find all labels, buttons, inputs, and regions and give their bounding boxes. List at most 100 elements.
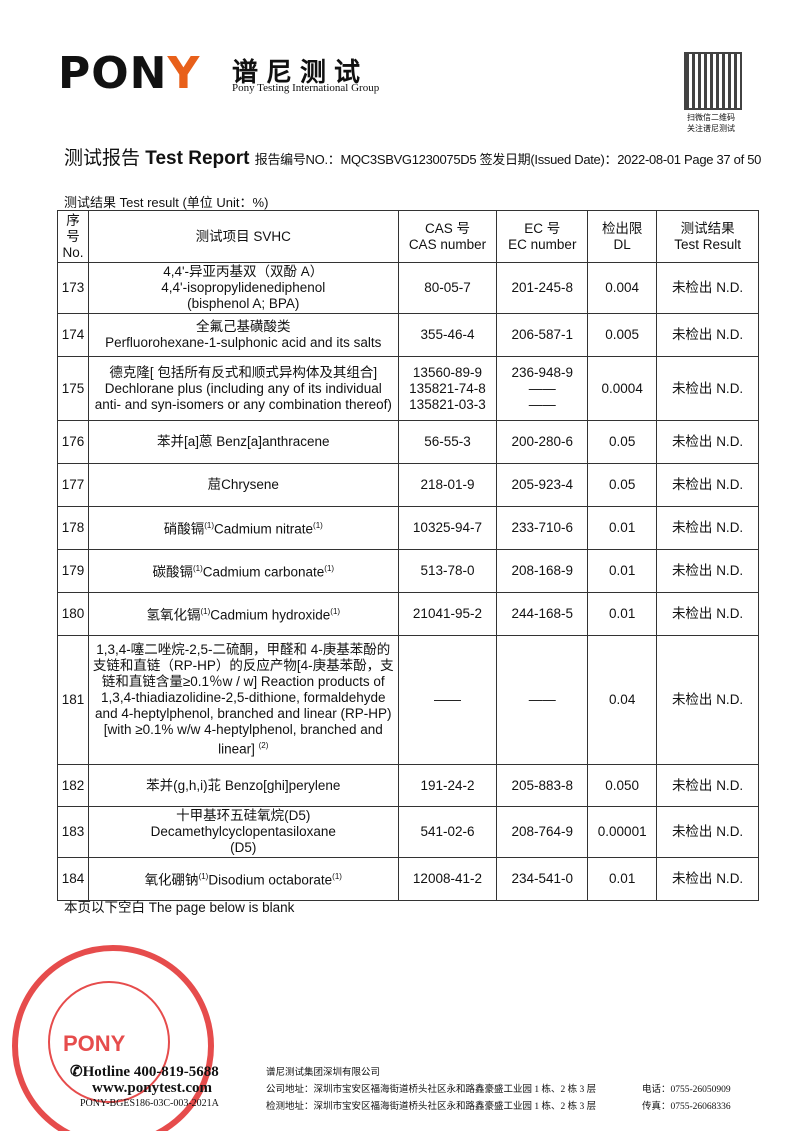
table-row: 178 硝酸镉(1)Cadmium nitrate(1) 10325-94-7 233… [57, 506, 759, 550]
title-cn: 测试报告 [64, 148, 141, 169]
row-no: 178 [57, 506, 89, 550]
table-row: 184 氧化硼钠(1)Disodium octaborate(1) 12008-41… [57, 857, 759, 901]
row-cas: 10325-94-7 [397, 506, 498, 550]
row-dl: 0.005 [587, 313, 658, 357]
table-row: 182 苯并(g,h,i)苝 Benzo[ghi]perylene 191-24-2… [57, 764, 759, 807]
table-header: 序号 No. 测试项目 SVHC CAS 号 CAS number EC 号 EC n… [57, 210, 759, 263]
logo-cn: 谱尼测试 [232, 57, 369, 87]
row-result: 未检出 N.D. [656, 420, 759, 464]
unit-line: 测试结果 Test result (单位 Unit：%) [64, 195, 269, 210]
row-dl: 0.05 [587, 420, 658, 464]
row-dl: 0.04 [587, 635, 658, 765]
row-ec: 244-168-5 [496, 592, 589, 636]
row-item: 十甲基环五硅氧烷(D5) Decamethylcyclopentasiloxane… [87, 806, 399, 858]
row-result: 未检出 N.D. [656, 262, 759, 314]
row-dl: 0.050 [587, 764, 658, 807]
row-item: 硝酸镉(1)Cadmium nitrate(1) [87, 506, 399, 550]
doc-code: PONY-BGES186-03C-003-2021A [80, 1098, 219, 1109]
results-table: 序号 No. 测试项目 SVHC CAS 号 CAS number EC 号 EC n… [57, 210, 759, 901]
header-result: 测试结果 Test Result [656, 210, 759, 263]
row-result: 未检出 N.D. [656, 635, 759, 765]
row-dl: 0.01 [587, 857, 658, 901]
row-dl: 0.0004 [587, 356, 658, 421]
row-cas: 13560-89-9 135821-74-8 135821-03-3 [397, 356, 498, 421]
row-dl: 0.01 [587, 592, 658, 636]
row-no: 180 [57, 592, 89, 636]
row-item: 碳酸镉(1)Cadmium carbonate(1) [87, 549, 399, 593]
row-item: 䓛Chrysene [87, 463, 399, 507]
row-dl: 0.01 [587, 506, 658, 550]
row-no: 182 [57, 764, 89, 807]
row-no: 183 [57, 806, 89, 858]
report-title: 测试报告 Test Report 报告编号NO.：MQC3SBVG1230075… [64, 143, 761, 170]
row-result: 未检出 N.D. [656, 356, 759, 421]
row-item: 1,3,4-噻二唑烷-2,5-二硫酮，甲醛和 4-庚基苯酚的支链和直链（RP-H… [87, 635, 399, 765]
header-cas: CAS 号 CAS number [397, 210, 498, 263]
row-item: 全氟己基磺酸类 Perfluorohexane-1-sulphonic acid … [87, 313, 399, 357]
row-ec: 236-948-9 —— —— [496, 356, 589, 421]
website: www.ponytest.com [92, 1080, 212, 1096]
phone: 电话：0755-26050909 [642, 1085, 731, 1095]
table-row: 176 苯并[a]蒽 Benz[a]anthracene 56-55-3 200-28… [57, 420, 759, 464]
row-cas: 80-05-7 [397, 262, 498, 314]
logo-en: Pony Testing International Group [232, 82, 380, 94]
row-item: 4,4'-异亚丙基双（双酚 A） 4,4'-isopropylidenediphe… [87, 262, 399, 314]
row-cas: 218-01-9 [397, 463, 498, 507]
row-no: 176 [57, 420, 89, 464]
row-cas: 56-55-3 [397, 420, 498, 464]
row-result: 未检出 N.D. [656, 549, 759, 593]
row-result: 未检出 N.D. [656, 463, 759, 507]
row-no: 177 [57, 463, 89, 507]
qr-caption-1: 扫微信二维码 [687, 113, 735, 122]
row-ec: 200-280-6 [496, 420, 589, 464]
lab-address: 检测地址：深圳市宝安区福海街道桥头社区永和路鑫豪盛工业园 1 栋、2 栋 3 层 [266, 1102, 597, 1112]
company-address: 公司地址：深圳市宝安区福海街道桥头社区永和路鑫豪盛工业园 1 栋、2 栋 3 层 [266, 1085, 597, 1095]
row-result: 未检出 N.D. [656, 764, 759, 807]
row-dl: 0.00001 [587, 806, 658, 858]
table-row: 174 全氟己基磺酸类 Perfluorohexane-1-sulphonic ac… [57, 313, 759, 357]
row-ec: —— [496, 635, 589, 765]
row-dl: 0.05 [587, 463, 658, 507]
row-result: 未检出 N.D. [656, 857, 759, 901]
table-row: 175 德克隆[ 包括所有反式和顺式异构体及其组合] Dechlorane plu… [57, 356, 759, 421]
row-no: 184 [57, 857, 89, 901]
row-item: 氢氧化镉(1)Cadmium hydroxide(1) [87, 592, 399, 636]
row-no: 174 [57, 313, 89, 357]
row-ec: 205-883-8 [496, 764, 589, 807]
company-name: 谱尼测试集团深圳有限公司 [266, 1068, 381, 1078]
company-seal: PONY [12, 945, 214, 1131]
report-meta: 报告编号NO.：MQC3SBVG1230075D5 签发日期(Issued Da… [254, 152, 762, 167]
qr-caption: 扫微信二维码 关注谱尼测试 [676, 112, 746, 134]
row-result: 未检出 N.D. [656, 506, 759, 550]
header-no: 序号 No. [57, 210, 89, 263]
row-result: 未检出 N.D. [656, 592, 759, 636]
qr-code-icon [684, 52, 742, 110]
row-result: 未检出 N.D. [656, 806, 759, 858]
row-item: 氧化硼钠(1)Disodium octaborate(1) [87, 857, 399, 901]
row-result: 未检出 N.D. [656, 313, 759, 357]
row-item: 苯并(g,h,i)苝 Benzo[ghi]perylene [87, 764, 399, 807]
row-ec: 233-710-6 [496, 506, 589, 550]
row-no: 173 [57, 262, 89, 314]
row-cas: 355-46-4 [397, 313, 498, 357]
row-cas: 191-24-2 [397, 764, 498, 807]
row-ec: 201-245-8 [496, 262, 589, 314]
row-ec: 205-923-4 [496, 463, 589, 507]
row-no: 179 [57, 549, 89, 593]
pony-logo: PONY [58, 48, 201, 99]
header-ec: EC 号 EC number [496, 210, 589, 263]
table-row: 173 4,4'-异亚丙基双（双酚 A） 4,4'-isopropylidenedi… [57, 262, 759, 314]
row-dl: 0.004 [587, 262, 658, 314]
qr-caption-2: 关注谱尼测试 [687, 124, 735, 133]
fax: 传真：0755-26068336 [642, 1102, 731, 1112]
row-no: 181 [57, 635, 89, 765]
table-row: 180 氢氧化镉(1)Cadmium hydroxide(1) 21041-95-2… [57, 592, 759, 636]
row-cas: —— [397, 635, 498, 765]
row-ec: 208-764-9 [496, 806, 589, 858]
title-en: Test Report [145, 148, 250, 169]
row-cas: 21041-95-2 [397, 592, 498, 636]
row-cas: 541-02-6 [397, 806, 498, 858]
row-item: 苯并[a]蒽 Benz[a]anthracene [87, 420, 399, 464]
table-row: 181 1,3,4-噻二唑烷-2,5-二硫酮，甲醛和 4-庚基苯酚的支链和直链（R… [57, 635, 759, 765]
